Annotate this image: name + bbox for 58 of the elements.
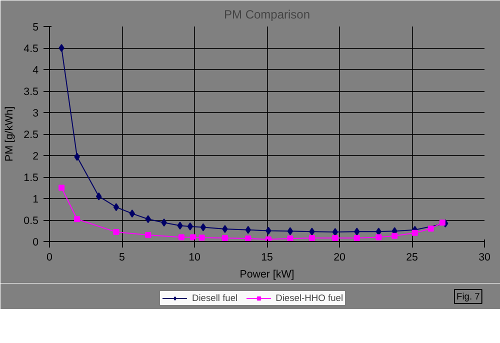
- point: [266, 226, 272, 235]
- y-tick-label: 2.5: [24, 129, 39, 141]
- y-tick-label: 1.5: [24, 172, 39, 184]
- point: [412, 230, 418, 236]
- point: [287, 227, 294, 236]
- y-tick-label: 3.5: [24, 86, 39, 98]
- point: [439, 220, 446, 226]
- caption: Fig. 7: [456, 292, 480, 302]
- x-tick-label: 20: [334, 252, 346, 264]
- point: [392, 232, 398, 239]
- point: [376, 234, 382, 240]
- x-tick-label: 10: [188, 252, 200, 264]
- point: [309, 228, 315, 236]
- point: [96, 192, 102, 200]
- point: [187, 222, 193, 230]
- x-tick-label: 15: [261, 252, 273, 264]
- legend-label: Diesell fuel: [192, 293, 238, 303]
- y-tick-label: 2: [32, 150, 39, 162]
- x-tick-label: 5: [119, 252, 126, 264]
- point: [198, 234, 205, 241]
- y-tick-label: 0: [32, 236, 39, 248]
- x-axis-title: Power [kW]: [240, 268, 294, 280]
- point: [200, 223, 206, 232]
- y-tick-label: 3: [32, 108, 39, 120]
- y-axis-title: PM [g/kWh]: [4, 106, 16, 162]
- point: [428, 226, 434, 232]
- point: [113, 229, 120, 236]
- y-tick-label: 4: [32, 64, 39, 76]
- point: [161, 218, 167, 227]
- point: [129, 210, 135, 218]
- point: [178, 234, 184, 240]
- point: [245, 235, 252, 242]
- point: [354, 228, 360, 236]
- y-tick-label: 0.5: [24, 215, 39, 227]
- point: [58, 184, 65, 191]
- x-tick-label: 0: [46, 252, 53, 264]
- point: [145, 215, 151, 224]
- point: [354, 235, 360, 242]
- point: [58, 44, 64, 52]
- y-tick-label: 5: [32, 22, 39, 34]
- chart-title: PM Comparison: [224, 8, 310, 22]
- point: [245, 226, 251, 234]
- point: [308, 235, 315, 242]
- point: [113, 203, 120, 212]
- y-tick-label: 1: [32, 194, 39, 206]
- point: [222, 225, 228, 234]
- legend-label: Diesel-HHO fuel: [276, 293, 344, 303]
- point: [332, 235, 338, 242]
- x-tick-label: 25: [406, 252, 418, 264]
- point: [177, 222, 183, 230]
- point: [145, 232, 152, 238]
- point: [287, 235, 294, 242]
- point: [74, 152, 80, 161]
- point: [222, 235, 228, 242]
- x-tick-label: 30: [478, 252, 490, 264]
- y-tick-label: 4.5: [24, 43, 39, 55]
- point: [74, 216, 80, 222]
- point: [190, 234, 196, 240]
